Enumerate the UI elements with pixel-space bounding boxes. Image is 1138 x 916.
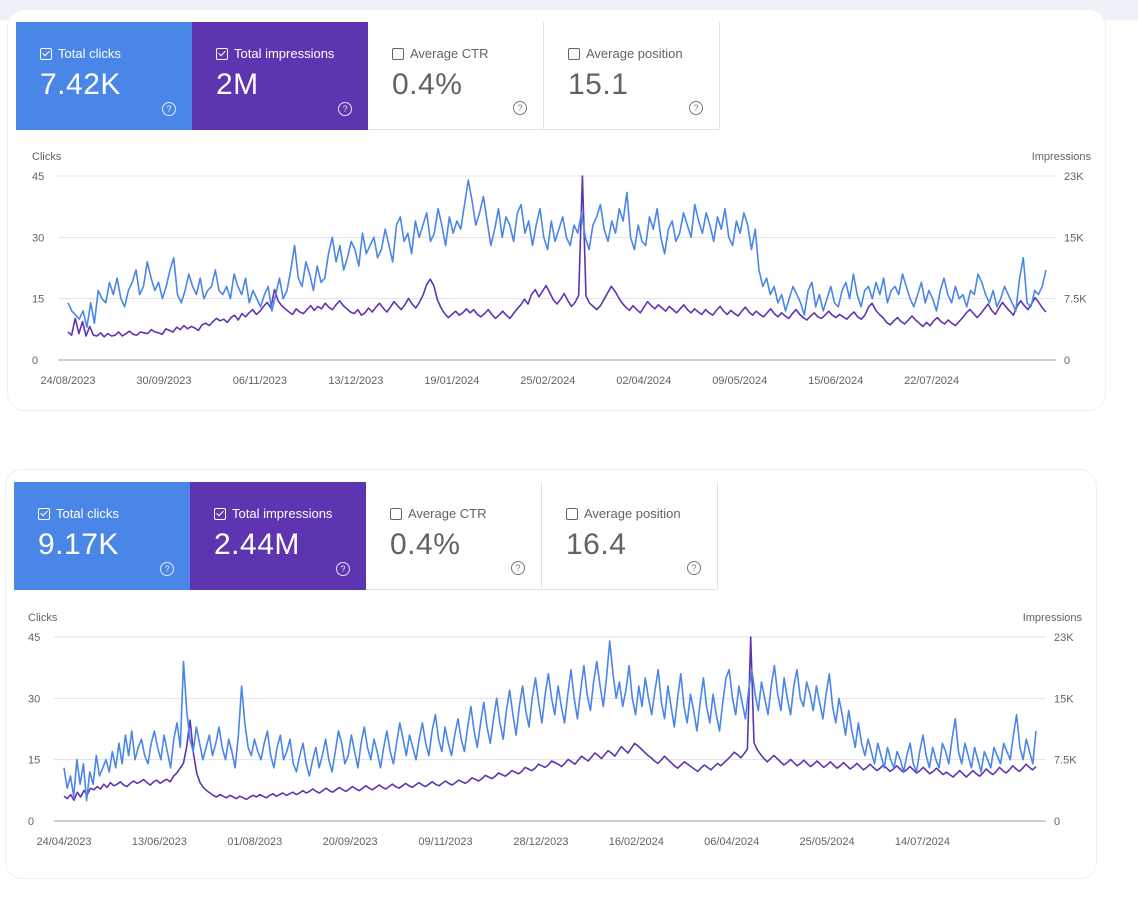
total-clicks-label: Total clicks <box>38 506 119 521</box>
performance-panel-2: Total clicks 9.17K ? Total impressions 2… <box>6 470 1096 878</box>
y-left-tick-label: 0 <box>28 816 34 828</box>
y-left-tick-label: 45 <box>28 632 40 644</box>
performance-chart-2: Clicks Impressions 0 0 15 7.5K 30 15K 45 23K 24/04… <box>28 612 1083 848</box>
total-clicks-card[interactable]: Total clicks 7.42K ? <box>16 22 192 130</box>
y-left-tick-label: 15 <box>28 755 40 767</box>
x-tick-label: 01/08/2023 <box>227 836 282 848</box>
checkbox-checked-icon[interactable] <box>38 507 50 520</box>
average-position-label: Average position <box>566 506 681 521</box>
average-position-text: Average position <box>584 506 681 521</box>
total-clicks-card[interactable]: Total clicks 9.17K ? <box>14 482 190 590</box>
help-circle-icon[interactable]: ? <box>160 562 174 576</box>
x-tick-label: 25/05/2024 <box>800 836 855 848</box>
x-tick-label: 16/02/2024 <box>609 836 664 848</box>
y-right-tick-label: 15K <box>1064 232 1084 244</box>
y-right-tick-label: 23K <box>1064 171 1084 183</box>
total-impressions-value: 2M <box>216 68 259 101</box>
right-axis-title: Impressions <box>1023 612 1083 624</box>
help-circle-icon[interactable]: ? <box>513 101 527 115</box>
x-tick-label: 22/07/2024 <box>904 375 959 387</box>
metric-cards-1: Total clicks 7.42K ? Total impressions 2… <box>16 22 720 130</box>
total-clicks-text: Total clicks <box>56 506 119 521</box>
x-tick-label: 19/01/2024 <box>424 375 479 387</box>
checkbox-unchecked-icon[interactable] <box>568 47 580 60</box>
right-axis-title: Impressions <box>1032 151 1092 163</box>
average-position-value: 15.1 <box>568 68 629 101</box>
x-tick-label: 06/11/2023 <box>233 375 287 387</box>
x-tick-label: 13/12/2023 <box>328 375 383 387</box>
total-impressions-value: 2.44M <box>214 528 300 561</box>
y-right-tick-label: 7.5K <box>1054 755 1077 767</box>
x-tick-label: 13/06/2023 <box>132 836 187 848</box>
help-circle-icon[interactable]: ? <box>162 102 176 116</box>
y-right-tick-label: 7.5K <box>1064 294 1087 306</box>
checkbox-checked-icon[interactable] <box>216 47 228 60</box>
impressions-series-line <box>63 636 1037 801</box>
y-left-tick-label: 15 <box>32 294 44 306</box>
average-ctr-text: Average CTR <box>408 506 487 521</box>
x-tick-label: 09/11/2023 <box>418 836 472 848</box>
help-circle-icon[interactable]: ? <box>338 102 352 116</box>
total-impressions-label: Total impressions <box>214 506 332 521</box>
average-position-text: Average position <box>586 46 683 61</box>
metric-cards-2: Total clicks 9.17K ? Total impressions 2… <box>14 482 718 590</box>
average-ctr-label: Average CTR <box>390 506 487 521</box>
average-ctr-value: 0.4% <box>392 68 463 101</box>
x-tick-label: 24/04/2023 <box>36 836 91 848</box>
x-tick-label: 28/12/2023 <box>513 836 568 848</box>
y-right-tick-label: 23K <box>1054 632 1074 644</box>
x-tick-label: 09/05/2024 <box>712 375 767 387</box>
checkbox-unchecked-icon[interactable] <box>390 507 402 520</box>
x-tick-label: 25/02/2024 <box>520 375 575 387</box>
total-clicks-value: 7.42K <box>40 68 121 101</box>
y-right-tick-label: 0 <box>1054 816 1060 828</box>
x-tick-label: 02/04/2024 <box>616 375 671 387</box>
x-tick-label: 30/09/2023 <box>136 375 191 387</box>
help-circle-icon[interactable]: ? <box>687 561 701 575</box>
total-clicks-text: Total clicks <box>58 46 121 61</box>
y-right-tick-label: 0 <box>1064 355 1070 367</box>
clicks-series-line <box>63 640 1037 802</box>
clicks-series-line <box>67 179 1047 329</box>
total-impressions-card[interactable]: Total impressions 2M ? <box>192 22 368 130</box>
help-circle-icon[interactable]: ? <box>336 562 350 576</box>
average-position-card[interactable]: Average position 15.1 ? <box>544 22 720 130</box>
total-impressions-text: Total impressions <box>232 506 333 521</box>
checkbox-checked-icon[interactable] <box>214 507 226 520</box>
x-tick-label: 06/04/2024 <box>704 836 759 848</box>
average-ctr-label: Average CTR <box>392 46 489 61</box>
average-ctr-card[interactable]: Average CTR 0.4% ? <box>366 482 542 590</box>
average-position-card[interactable]: Average position 16.4 ? <box>542 482 718 590</box>
y-right-tick-label: 15K <box>1054 693 1074 705</box>
y-left-tick-label: 30 <box>28 693 40 705</box>
help-circle-icon[interactable]: ? <box>511 561 525 575</box>
impressions-series-line <box>67 175 1047 338</box>
checkbox-unchecked-icon[interactable] <box>566 507 578 520</box>
total-clicks-value: 9.17K <box>38 528 119 561</box>
checkbox-checked-icon[interactable] <box>40 47 52 60</box>
performance-panel-1: Total clicks 7.42K ? Total impressions 2… <box>8 10 1105 410</box>
total-impressions-card[interactable]: Total impressions 2.44M ? <box>190 482 366 590</box>
x-tick-label: 15/06/2024 <box>808 375 863 387</box>
average-ctr-value: 0.4% <box>390 528 461 561</box>
average-position-label: Average position <box>568 46 683 61</box>
average-ctr-text: Average CTR <box>410 46 489 61</box>
checkbox-unchecked-icon[interactable] <box>392 47 404 60</box>
total-impressions-text: Total impressions <box>234 46 335 61</box>
total-impressions-label: Total impressions <box>216 46 334 61</box>
x-tick-label: 20/09/2023 <box>323 836 378 848</box>
average-ctr-card[interactable]: Average CTR 0.4% ? <box>368 22 544 130</box>
y-left-tick-label: 0 <box>32 355 38 367</box>
performance-chart-1: Clicks Impressions 0 0 15 7.5K 30 15K 45 23K 24/08… <box>32 151 1092 387</box>
total-clicks-label: Total clicks <box>40 46 121 61</box>
y-left-tick-label: 30 <box>32 232 44 244</box>
x-tick-label: 24/08/2023 <box>40 375 95 387</box>
x-tick-label: 14/07/2024 <box>895 836 950 848</box>
average-position-value: 16.4 <box>566 528 627 561</box>
left-axis-title: Clicks <box>28 612 58 624</box>
left-axis-title: Clicks <box>32 151 62 163</box>
y-left-tick-label: 45 <box>32 171 44 183</box>
help-circle-icon[interactable]: ? <box>689 101 703 115</box>
